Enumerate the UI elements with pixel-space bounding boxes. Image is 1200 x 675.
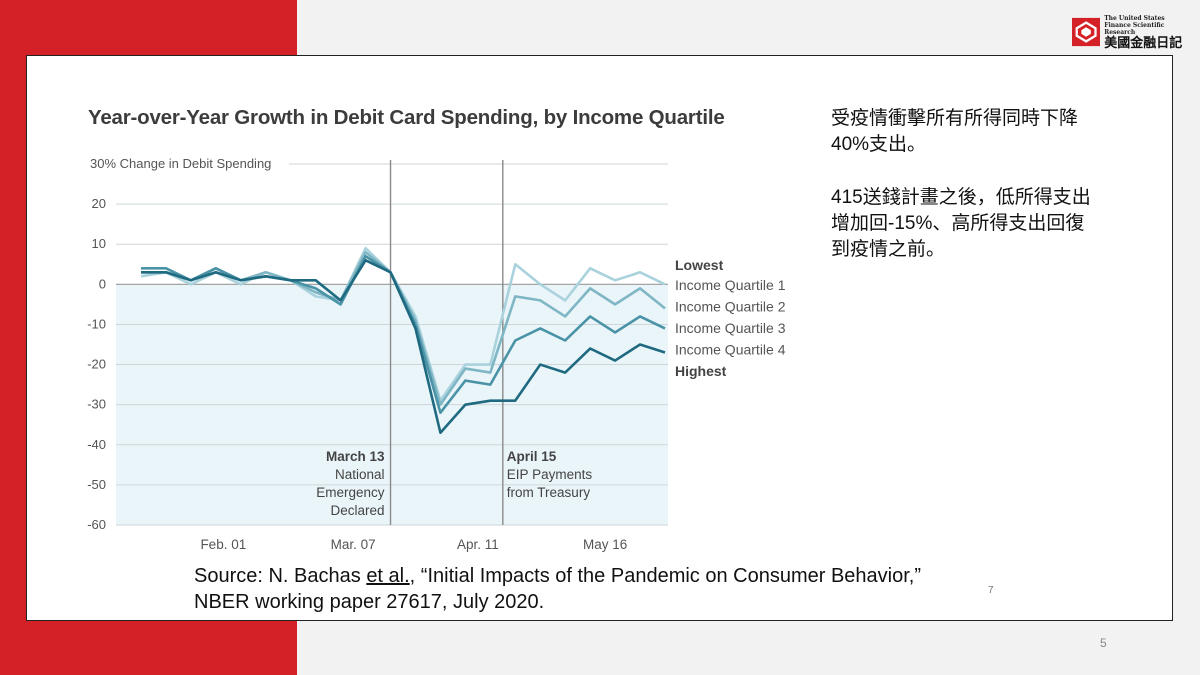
debit-spending-chart: 20 10 0 -10 -20 -30 -40 -50 -60 30% Change in Deb… — [87, 156, 786, 552]
page-number: 5 — [1100, 636, 1107, 650]
chart-panel: Year-over-Year Growth in Debit Card Spen… — [84, 100, 797, 555]
y-tick-label: -10 — [87, 316, 106, 331]
logo-icon — [1072, 17, 1101, 47]
x-tick-label: Feb. 01 — [200, 537, 246, 552]
y-tick-label: -20 — [87, 357, 106, 372]
legend-lowest-label: Lowest — [675, 257, 724, 273]
y-tick-label: -30 — [87, 397, 106, 412]
logo-chinese-name: 美國金融日記 — [1104, 35, 1183, 51]
y-tick-label: 0 — [99, 276, 106, 291]
source-line-2: NBER working paper 27617, July 2020. — [194, 591, 545, 613]
source-citation: Source: N. Bachas et al., “Initial Impac… — [182, 560, 1016, 616]
legend-entry: Income Quartile 1 — [675, 277, 786, 293]
y-tick-label: 10 — [92, 236, 106, 251]
y-tick-label: -60 — [87, 517, 106, 532]
source-suffix: , “Initial Impacts of the Pandemic on Co… — [409, 565, 922, 587]
source-prefix: Source: N. Bachas — [194, 565, 367, 587]
x-tick-label: Apr. 11 — [457, 537, 499, 552]
legend-entry: Income Quartile 3 — [675, 320, 786, 336]
logo-english-line1: The United States — [1104, 14, 1165, 22]
x-tick-label: May 16 — [583, 537, 627, 552]
source-line-1: Source: N. Bachas et al., “Initial Impac… — [194, 563, 1016, 589]
event-annotation-text: EIP Payments — [507, 467, 593, 482]
x-tick-label: Mar. 07 — [331, 537, 376, 552]
y-tick-label: 20 — [92, 196, 106, 211]
logo-english-line2: Finance Scientific Research — [1104, 21, 1165, 36]
legend-entry: Income Quartile 2 — [675, 299, 786, 315]
series-line-quartile-4 — [141, 258, 666, 435]
y-tick-label: -50 — [87, 477, 106, 492]
note-text-1: 受疫情衝擊所有所得同時下降40%支出。 — [831, 108, 1079, 155]
y-tick-label: -40 — [87, 437, 106, 452]
brand-logo: The United States Finance Scientific Res… — [1072, 14, 1192, 50]
event-annotation-text: National — [335, 467, 385, 482]
legend-highest-label: Highest — [675, 363, 727, 379]
chart-title: Year-over-Year Growth in Debit Card Spen… — [88, 106, 725, 129]
source-slide-ref: 7 — [988, 585, 994, 596]
event-annotation-text: April 15 — [507, 449, 557, 464]
note-text-2: 415送錢計畫之後，低所得支出增加回-15%、高所得支出回復到疫情之前。 — [831, 187, 1091, 260]
event-annotation-text: March 13 — [326, 449, 385, 464]
y-axis-label: 30% Change in Debit Spending — [90, 156, 271, 171]
event-annotation-text: Declared — [330, 503, 384, 518]
legend-entry: Income Quartile 4 — [675, 342, 786, 358]
event-annotation-text: Emergency — [316, 485, 385, 500]
event-annotation-text: from Treasury — [507, 485, 591, 500]
source-et-al-link[interactable]: et al. — [366, 565, 410, 587]
